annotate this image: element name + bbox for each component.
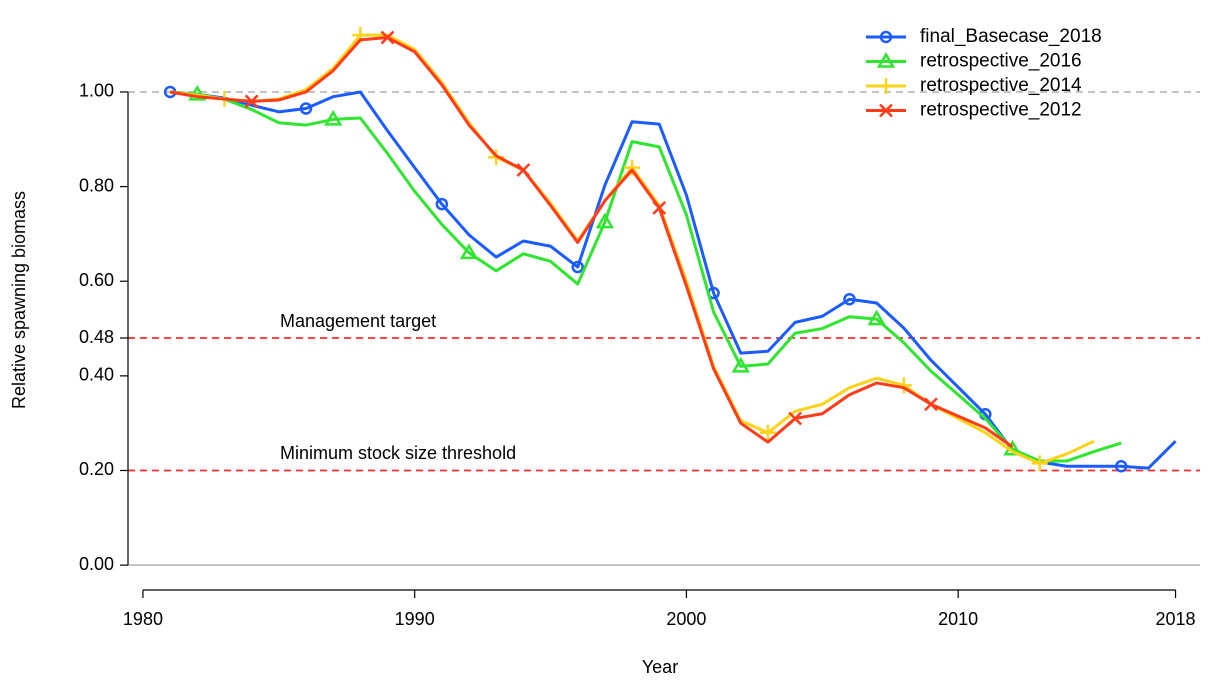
legend-label: retrospective_2016 <box>920 51 1082 72</box>
marker <box>843 292 856 306</box>
legend: final_Basecase_2018 retrospective_2016ret… <box>866 26 1102 121</box>
x-axis-title: Year <box>642 657 678 677</box>
legend-label: retrospective_2014 <box>920 75 1082 96</box>
marker <box>516 163 531 177</box>
marker <box>380 30 395 45</box>
marker <box>1114 459 1128 473</box>
y-tick-label: 0.80 <box>79 175 114 195</box>
y-tick-label: 0.20 <box>79 459 114 479</box>
marker <box>595 212 615 229</box>
marker <box>924 397 938 412</box>
marker <box>759 424 776 441</box>
y-tick-label: 0.40 <box>79 365 114 385</box>
marker <box>867 309 886 326</box>
marker <box>788 411 802 426</box>
marker <box>878 78 894 94</box>
marker <box>244 94 259 109</box>
marker <box>876 52 896 68</box>
marker <box>323 109 343 126</box>
x-tick-label: 2000 <box>666 609 706 629</box>
legend-label: final_Basecase_2018 <box>920 26 1102 47</box>
marker <box>435 197 449 211</box>
series-line <box>169 36 1014 449</box>
marker <box>459 243 479 260</box>
marker <box>188 84 207 101</box>
y-tick-label: 0.60 <box>79 270 114 290</box>
marker <box>879 103 893 118</box>
legend-label: retrospective_2012 <box>920 100 1082 121</box>
marker <box>652 201 667 215</box>
marker <box>571 260 584 274</box>
x-tick-label: 2010 <box>938 609 978 629</box>
marker <box>299 102 313 115</box>
x-tick-label: 2018 <box>1156 609 1196 629</box>
marker <box>1031 455 1048 472</box>
y-axis-title: Relative spawning biomass <box>9 191 29 409</box>
y-tick-label: 0.48 <box>79 327 114 347</box>
reference-label: Minimum stock size threshold <box>280 443 516 463</box>
marker <box>624 159 641 176</box>
marker <box>731 356 750 373</box>
reference-label: Management target <box>280 311 436 331</box>
x-tick-label: 1980 <box>123 609 163 629</box>
x-tick-label: 1990 <box>395 609 435 629</box>
y-tick-label: 0.00 <box>79 554 114 574</box>
y-tick-label: 1.00 <box>79 81 114 101</box>
marker <box>879 30 893 44</box>
series-line <box>169 90 1177 470</box>
